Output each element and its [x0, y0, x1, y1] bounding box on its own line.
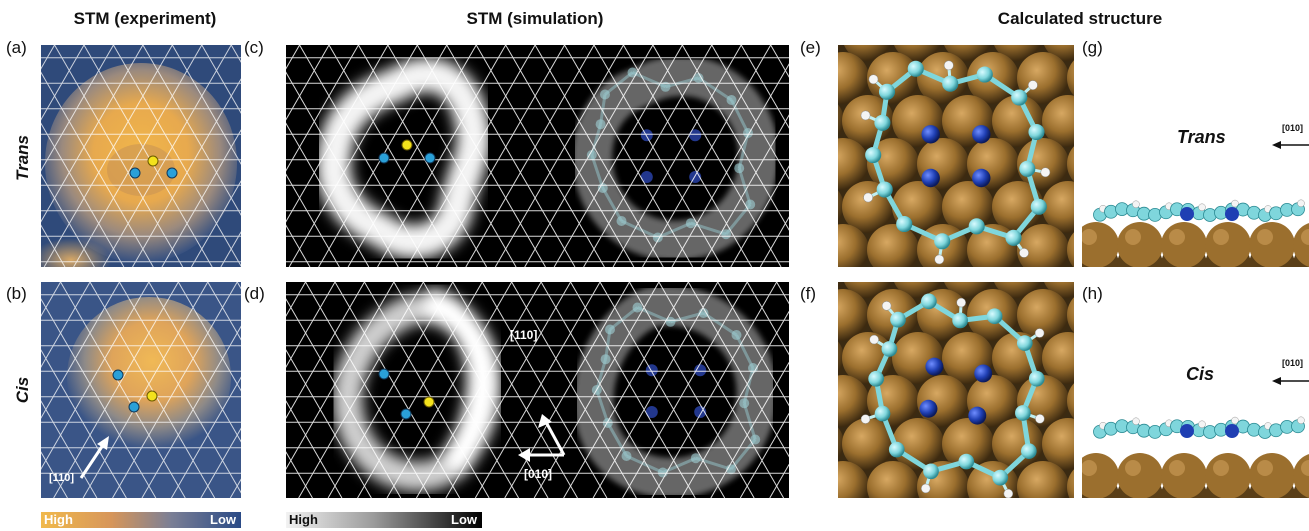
conformer-label-trans: Trans: [1177, 127, 1226, 147]
direction-arrow-110: [544, 421, 566, 456]
n-site-dot: [378, 152, 390, 164]
h-site-dot: [401, 139, 413, 151]
panel-label-h: (h): [1082, 284, 1103, 303]
colorbar-experiment: High Low: [41, 512, 241, 528]
panel-label-a: (a): [6, 38, 27, 57]
n-site-dot: [128, 401, 140, 413]
stm-simulation-cis: [110] [010]: [286, 282, 789, 498]
direction-label-010-trans: [010]: [1282, 123, 1304, 133]
panel-label-e: (e): [800, 38, 821, 57]
panel-label-d: (d): [244, 284, 265, 303]
h-site-dot: [423, 396, 435, 408]
stm-simulation-trans: [286, 45, 789, 267]
n-site-dot: [378, 368, 390, 380]
porphycene-molecule: [860, 293, 1045, 498]
direction-label-010-cis: [010]: [1282, 358, 1304, 368]
molecule-side: [1093, 416, 1305, 439]
panel-label-g: (g): [1082, 38, 1103, 57]
panel-label-b: (b): [6, 284, 27, 303]
structure-top-cis: [838, 282, 1074, 498]
molecule-overlay: [591, 302, 761, 478]
colorbar-low-label: Low: [210, 512, 236, 527]
copper-row: [1082, 453, 1309, 498]
copper-surface: [838, 45, 1074, 267]
conformer-label-cis: Cis: [1186, 364, 1215, 384]
n-site-dot: [400, 408, 412, 420]
molecule-side: [1093, 199, 1305, 222]
direction-label-110: [110]: [49, 472, 75, 484]
header-structure: Calculated structure: [997, 9, 1163, 28]
n-site-dot: [166, 167, 178, 179]
direction-label-010-sim: [010]: [524, 467, 553, 481]
n-site-dot: [129, 167, 141, 179]
direction-arrow: [79, 441, 107, 479]
colorbar-high-label: High: [44, 512, 73, 527]
stm-experiment-trans: [41, 45, 241, 267]
colorbar-high-label: High: [289, 512, 318, 527]
panel-label-f: (f): [800, 284, 817, 303]
header-simulation: STM (simulation): [466, 9, 604, 28]
structure-side-trans: Trans [010]: [1082, 45, 1309, 267]
n-site-dot: [424, 152, 436, 164]
stm-experiment-cis: [110]: [41, 282, 241, 498]
porphycene-molecule: [860, 60, 1051, 265]
structure-side-cis: Cis [010]: [1082, 282, 1309, 498]
copper-row: [1082, 222, 1309, 267]
molecule-overlay: [586, 67, 756, 243]
h-site-dot: [146, 390, 158, 402]
direction-label-110-sim: [110]: [510, 328, 538, 342]
n-site-dot: [112, 369, 124, 381]
panel-label-c: (c): [244, 38, 264, 57]
colorbar-simulation: High Low: [286, 512, 482, 528]
structure-top-trans: [838, 45, 1074, 267]
h-site-dot: [147, 155, 159, 167]
row-label-trans: Trans: [13, 135, 32, 181]
header-experiment: STM (experiment): [73, 9, 217, 28]
row-label-cis: Cis: [13, 376, 32, 404]
colorbar-low-label: Low: [451, 512, 477, 527]
